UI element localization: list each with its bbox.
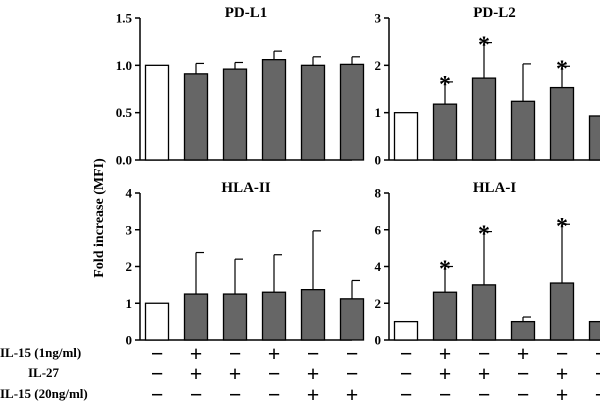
bar bbox=[261, 59, 287, 161]
y-tick-label: 3 bbox=[375, 11, 382, 26]
minus-sign: − bbox=[151, 361, 164, 386]
minus-sign: − bbox=[151, 382, 164, 407]
plus-sign: + bbox=[439, 341, 452, 366]
y-tick-label: 8 bbox=[375, 186, 382, 201]
minus-sign: − bbox=[400, 341, 413, 366]
row-label: IL-15 (1ng/ml) bbox=[0, 345, 81, 360]
panel-pd-l2: PD-L2 0 1 2 3 * * * bbox=[375, 5, 600, 168]
plus-sign: + bbox=[556, 382, 569, 407]
plus-sign: + bbox=[190, 341, 203, 366]
y-axis-label: Fold increase (MFI) bbox=[92, 158, 107, 278]
row-label: IL-15 (20ng/ml) bbox=[0, 386, 88, 401]
significance-star: * bbox=[478, 222, 490, 248]
bar bbox=[393, 320, 419, 341]
plus-sign: + bbox=[439, 361, 452, 386]
bar bbox=[144, 64, 170, 161]
y-tick-label: 3 bbox=[126, 222, 133, 237]
panel-title: PD-L1 bbox=[225, 5, 268, 21]
y-tick-label: 0.0 bbox=[116, 153, 132, 168]
panel-hla-ii: HLA-II 0 1 2 3 4 bbox=[126, 180, 365, 348]
y-tick-label: 0 bbox=[126, 333, 133, 348]
y-tick-label: 6 bbox=[375, 222, 382, 237]
y-tick-label: 1.5 bbox=[116, 11, 133, 26]
minus-sign: − bbox=[229, 382, 242, 407]
bar bbox=[339, 63, 365, 161]
minus-sign: − bbox=[595, 341, 600, 366]
minus-sign: − bbox=[346, 341, 359, 366]
y-tick-label: 1 bbox=[126, 296, 133, 311]
minus-sign: − bbox=[439, 382, 452, 407]
bar bbox=[144, 302, 170, 341]
minus-sign: − bbox=[517, 382, 530, 407]
y-tick-label: 1.0 bbox=[116, 58, 132, 73]
significance-star: * bbox=[478, 33, 490, 59]
plus-sign: + bbox=[556, 361, 569, 386]
plus-sign: + bbox=[478, 361, 491, 386]
bar bbox=[549, 282, 575, 341]
bar bbox=[183, 293, 209, 341]
bar bbox=[300, 289, 326, 341]
y-tick-label: 2 bbox=[126, 259, 133, 274]
plus-sign: + bbox=[595, 382, 600, 407]
y-tick-label: 0 bbox=[375, 153, 382, 168]
minus-sign: − bbox=[346, 361, 359, 386]
bar bbox=[222, 68, 248, 161]
y-tick-label: 2 bbox=[375, 296, 382, 311]
y-tick-label: 4 bbox=[126, 186, 133, 201]
panel-title: HLA-II bbox=[221, 180, 270, 196]
bar bbox=[300, 64, 326, 161]
plus-sign: + bbox=[229, 361, 242, 386]
minus-sign: − bbox=[268, 361, 281, 386]
bar bbox=[222, 293, 248, 341]
panel-hla-i: HLA-I 0 2 4 6 8 * * * bbox=[375, 180, 600, 348]
plus-sign: + bbox=[190, 361, 203, 386]
bar bbox=[339, 298, 365, 341]
minus-sign: − bbox=[151, 341, 164, 366]
significance-star: * bbox=[556, 214, 568, 240]
bar bbox=[588, 115, 600, 161]
bar bbox=[393, 112, 419, 161]
bar bbox=[432, 291, 458, 341]
bar bbox=[432, 103, 458, 161]
y-tick-label: 0.5 bbox=[116, 105, 133, 120]
bar bbox=[510, 320, 536, 341]
minus-sign: − bbox=[478, 382, 491, 407]
bar bbox=[549, 86, 575, 161]
panel-pd-l1: PD-L1 0.0 0.5 1.0 1.5 bbox=[116, 5, 365, 168]
minus-sign: − bbox=[190, 382, 203, 407]
minus-sign: − bbox=[517, 361, 530, 386]
bar bbox=[510, 100, 536, 161]
panels-group: PD-L1 0.0 0.5 1.0 1.5 PD-L2 0 1 2 3 * * * HLA-II 0 1 2 3 4… bbox=[116, 5, 600, 348]
plus-sign: + bbox=[307, 361, 320, 386]
treatment-table: IL-15 (1ng/ml)−+−+−−−+−+−−IL-27−++−+−−++… bbox=[0, 341, 600, 407]
minus-sign: − bbox=[400, 382, 413, 407]
minus-sign: − bbox=[268, 382, 281, 407]
plus-sign: + bbox=[517, 341, 530, 366]
significance-star: * bbox=[556, 56, 568, 82]
bar bbox=[183, 73, 209, 161]
row-label: IL-27 bbox=[28, 365, 60, 380]
y-tick-label: 2 bbox=[375, 58, 382, 73]
plus-sign: + bbox=[346, 382, 359, 407]
bar bbox=[471, 77, 497, 161]
minus-sign: − bbox=[229, 341, 242, 366]
y-tick-label: 0 bbox=[375, 333, 382, 348]
bar bbox=[261, 291, 287, 341]
panel-title: PD-L2 bbox=[473, 5, 516, 21]
y-tick-label: 1 bbox=[375, 105, 382, 120]
plus-sign: + bbox=[268, 341, 281, 366]
plus-sign: + bbox=[307, 382, 320, 407]
minus-sign: − bbox=[307, 341, 320, 366]
bar bbox=[588, 320, 600, 341]
panel-title: HLA-I bbox=[473, 180, 517, 196]
minus-sign: − bbox=[556, 341, 569, 366]
bar bbox=[471, 284, 497, 341]
minus-sign: − bbox=[400, 361, 413, 386]
significance-star: * bbox=[439, 72, 451, 98]
significance-star: * bbox=[439, 257, 451, 283]
y-tick-label: 4 bbox=[375, 259, 382, 274]
minus-sign: − bbox=[595, 361, 600, 386]
minus-sign: − bbox=[478, 341, 491, 366]
